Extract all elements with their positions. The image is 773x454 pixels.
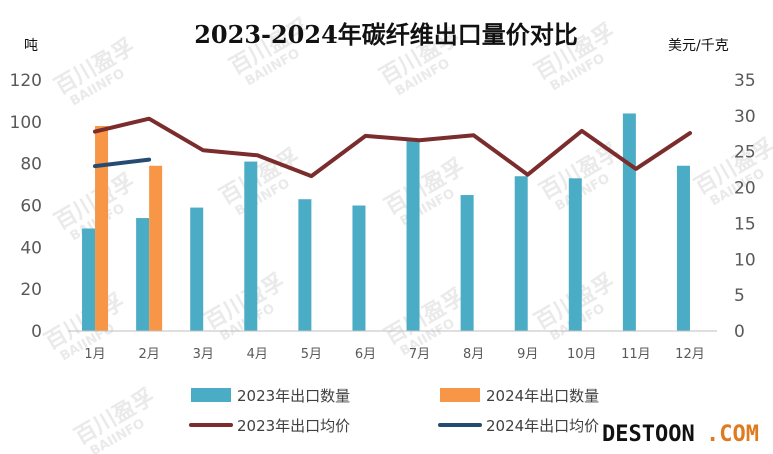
right-tick-label: 30	[734, 107, 756, 127]
x-tick-label: 12月	[675, 347, 705, 362]
bar	[190, 207, 204, 331]
right-tick-label: 10	[734, 250, 756, 270]
legend: 2023年出口数量 2024年出口数量 2023年出口均价 2024年出口均价	[189, 387, 599, 435]
logo-text-suffix: .COM	[706, 422, 759, 447]
right-tick-label: 0	[734, 322, 745, 342]
line-series	[93, 116, 692, 179]
right-axis-unit: 美元/千克	[668, 38, 729, 54]
right-tick-label: 5	[734, 286, 745, 306]
right-tick-label: 20	[734, 179, 756, 199]
legend-label: 2023年出口数量	[237, 387, 350, 405]
x-tick-label: 10月	[567, 347, 597, 362]
x-axis-labels: 1月 2月 3月 4月 5月 6月 7月 8月 9月 10月 11月 12月	[84, 347, 704, 362]
x-tick-label: 6月	[355, 347, 376, 362]
x-tick-label: 9月	[517, 347, 538, 362]
x-tick-label: 7月	[409, 347, 430, 362]
bar-series	[82, 113, 690, 332]
logo-text-main: DESTOON	[602, 422, 695, 447]
bar	[136, 218, 150, 331]
left-tick-label: 120	[10, 71, 42, 91]
x-tick-label: 3月	[193, 347, 214, 362]
left-tick-label: 100	[10, 113, 42, 133]
x-tick-label: 11月	[621, 347, 651, 362]
legend-item: 2023年出口数量	[191, 387, 350, 405]
x-tick-label: 5月	[301, 347, 322, 362]
left-axis-ticks: 0 20 40 60 80 100 120	[10, 71, 42, 342]
bar	[95, 126, 109, 332]
destoon-logo: DESTOON .COM	[602, 422, 759, 447]
right-axis-ticks: 0 5 10 15 20 25 30 35	[734, 71, 756, 342]
legend-swatch	[191, 388, 231, 402]
x-tick-label: 2月	[138, 347, 159, 362]
legend-swatch	[440, 388, 480, 402]
left-axis-unit: 吨	[24, 38, 38, 54]
bar	[352, 205, 366, 331]
series-line	[93, 157, 152, 169]
bar	[568, 178, 582, 331]
right-tick-label: 25	[734, 143, 756, 163]
bar	[82, 228, 96, 331]
left-tick-label: 0	[31, 322, 42, 342]
chart-title: 2023-2024年碳纤维出口量价对比	[194, 20, 578, 49]
legend-item: 2024年出口均价	[438, 417, 599, 435]
x-tick-label: 1月	[84, 347, 105, 362]
left-tick-label: 20	[20, 280, 42, 300]
legend-label: 2023年出口均价	[237, 417, 350, 435]
bar	[406, 140, 420, 331]
left-tick-label: 40	[20, 238, 42, 258]
legend-label: 2024年出口均价	[486, 417, 599, 435]
bar	[244, 161, 258, 331]
right-tick-label: 15	[734, 214, 756, 234]
bar	[622, 113, 636, 331]
legend-label: 2024年出口数量	[486, 387, 599, 405]
bar	[149, 165, 163, 331]
right-tick-label: 35	[734, 71, 756, 91]
x-tick-label: 8月	[463, 347, 484, 362]
bar	[298, 199, 312, 331]
left-tick-label: 60	[20, 197, 42, 217]
series-line	[93, 116, 692, 179]
x-tick-label: 4月	[247, 347, 268, 362]
bar	[514, 176, 528, 331]
bar	[460, 195, 474, 331]
legend-item: 2024年出口数量	[440, 387, 599, 405]
legend-item: 2023年出口均价	[189, 417, 350, 435]
left-tick-label: 80	[20, 155, 42, 175]
bar	[676, 165, 690, 331]
